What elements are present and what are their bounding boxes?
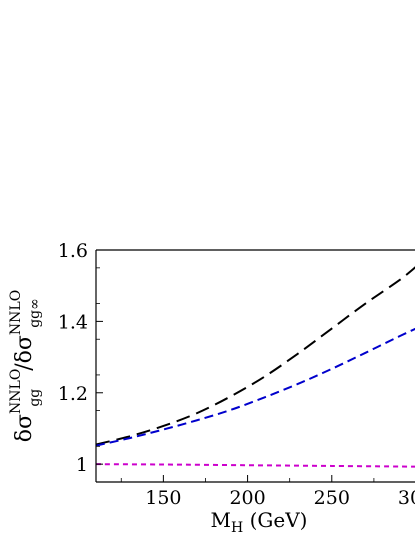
axes-layer bbox=[95, 249, 415, 483]
x-axis-label-sub: H bbox=[231, 520, 243, 536]
y-axis-label-main-1: δσ bbox=[12, 414, 37, 442]
x-tick-label: 200 bbox=[229, 487, 265, 509]
x-axis-label-suffix: (GeV) bbox=[243, 508, 307, 532]
y-axis-label-sub-1: gg bbox=[27, 389, 43, 407]
x-tick-label: 250 bbox=[314, 487, 350, 509]
y-axis-label-sub-2: gg∞ bbox=[27, 298, 43, 328]
y-axis-label-sup-2: NNLO bbox=[8, 290, 24, 335]
y-tick-label: 1.2 bbox=[58, 383, 88, 405]
y-axis-label-separator: / bbox=[12, 363, 37, 371]
series-line-3 bbox=[96, 463, 415, 468]
series-line-1 bbox=[96, 266, 415, 446]
x-tick-label: 300 bbox=[398, 487, 415, 509]
ticks-layer: 1 1.2 1.4 1.6 150 200 250 300 bbox=[58, 240, 415, 509]
x-tick-label: 150 bbox=[145, 487, 181, 509]
series-line-2 bbox=[96, 327, 415, 447]
series-layer bbox=[96, 266, 415, 468]
y-tick-label: 1.4 bbox=[58, 311, 88, 333]
y-axis-label: δσNNLO gg/δσNNLO gg∞ bbox=[8, 290, 43, 442]
y-axis-label-sup-1: NNLO bbox=[8, 369, 24, 414]
y-axis-label-main-2: δσ bbox=[12, 335, 37, 363]
y-tick-label: 1 bbox=[76, 454, 88, 476]
x-axis-label: MH (GeV) bbox=[211, 508, 308, 536]
y-tick-label: 1.6 bbox=[58, 240, 88, 262]
x-axis-label-main: M bbox=[211, 508, 231, 532]
